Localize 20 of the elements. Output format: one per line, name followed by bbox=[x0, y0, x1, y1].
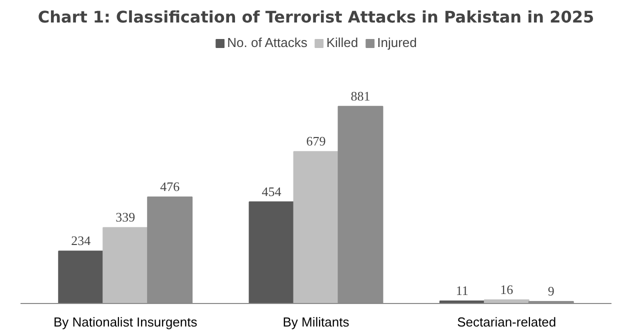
bar bbox=[248, 201, 294, 304]
x-tick-label: By Militants bbox=[282, 314, 350, 330]
data-label: 234 bbox=[71, 233, 92, 248]
data-label: 476 bbox=[160, 179, 180, 194]
data-label: 454 bbox=[262, 184, 282, 199]
data-label: 11 bbox=[456, 283, 468, 298]
bar bbox=[293, 151, 339, 304]
legend-label: No. of Attacks bbox=[227, 35, 308, 50]
legend-label: Injured bbox=[377, 35, 417, 50]
bar bbox=[102, 227, 148, 304]
x-tick-label: By Nationalist Insurgents bbox=[53, 314, 198, 330]
x-tick-label: Sectarian-related bbox=[457, 314, 556, 330]
data-label: 9 bbox=[548, 283, 554, 298]
legend-label: Killed bbox=[326, 35, 358, 50]
data-label: 881 bbox=[350, 88, 370, 104]
bar bbox=[58, 250, 104, 304]
data-label: 679 bbox=[306, 134, 326, 149]
data-label: 16 bbox=[500, 282, 514, 297]
data-label: 339 bbox=[116, 210, 136, 225]
chart-title: Chart 1: Classification of Terrorist Attacks in Pakistan in 2025 bbox=[38, 8, 594, 26]
